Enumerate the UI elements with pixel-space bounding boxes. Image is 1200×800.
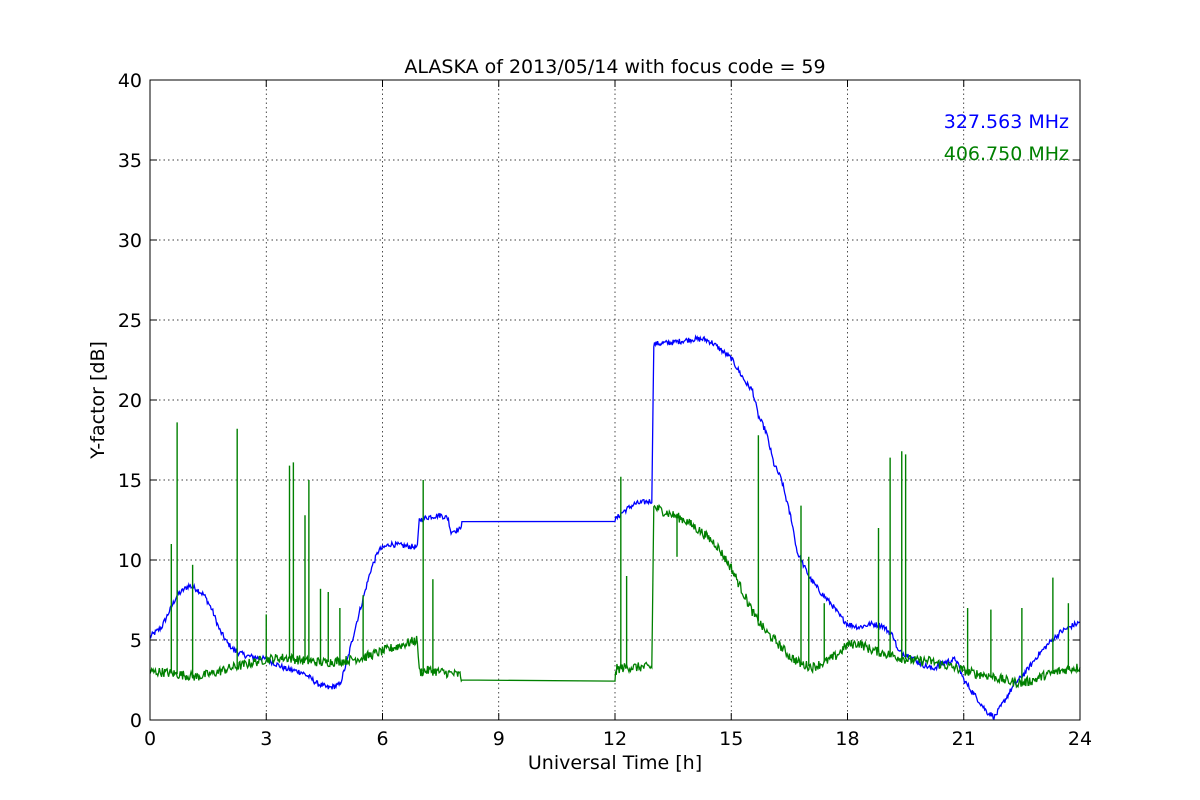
x-tick-label: 3 — [260, 728, 272, 750]
x-tick-label: 18 — [835, 728, 859, 750]
x-tick-label: 0 — [144, 728, 156, 750]
x-tick-label: 9 — [493, 728, 505, 750]
x-tick-label: 15 — [719, 728, 743, 750]
x-tick-label: 12 — [603, 728, 627, 750]
y-tick-label: 10 — [118, 550, 142, 572]
legend: 327.563 MHz 406.750 MHz — [944, 111, 1069, 165]
plot-area — [149, 334, 1081, 720]
legend-entry: 406.750 MHz — [944, 143, 1069, 165]
y-tick-label: 35 — [118, 150, 142, 172]
x-axis-label: Universal Time [h] — [528, 752, 702, 774]
series-327-563-mhz-line — [149, 334, 1081, 720]
legend-entry: 327.563 MHz — [944, 111, 1069, 133]
x-tick-label: 21 — [952, 728, 976, 750]
series-406-750-mhz-line — [149, 503, 1081, 689]
y-tick-label: 5 — [130, 630, 142, 652]
y-tick-label: 0 — [130, 710, 142, 732]
y-tick-label: 30 — [118, 230, 142, 252]
x-tick-label: 6 — [376, 728, 388, 750]
x-tick-label: 24 — [1068, 728, 1092, 750]
chart-title: ALASKA of 2013/05/14 with focus code = 5… — [404, 56, 825, 78]
y-tick-label: 40 — [118, 70, 142, 92]
y-tick-label: 15 — [118, 470, 142, 492]
y-axis-label: Y-factor [dB] — [87, 341, 109, 460]
y-tick-label: 25 — [118, 310, 142, 332]
y-tick-label: 20 — [118, 390, 142, 412]
ticks: 0 3 6 9 12 15 18 21 24 0 5 10 15 20 25 30 35 40 — [118, 70, 1092, 750]
